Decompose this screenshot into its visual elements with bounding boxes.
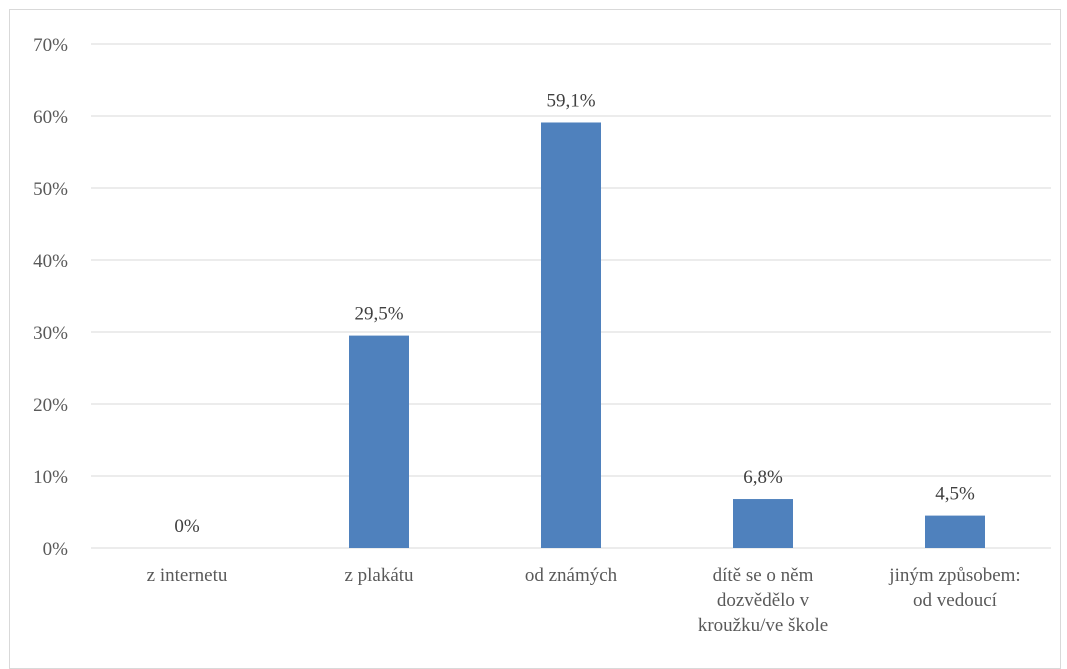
y-tick-label: 30% xyxy=(33,323,68,344)
bar xyxy=(541,122,601,548)
chart: 0% 10% 20% 30% 40% 50% 60% 70% 0% z internetu 29,5… xyxy=(9,9,1061,669)
data-label: 59,1% xyxy=(546,90,595,111)
x-tick-label: od vedoucí xyxy=(913,590,998,611)
data-label: 4,5% xyxy=(935,484,975,505)
bar xyxy=(349,335,409,548)
data-label: 29,5% xyxy=(354,304,403,325)
data-label: 0% xyxy=(174,516,200,537)
x-tick-label: z internetu xyxy=(147,565,228,586)
x-tick-label: dozvědělo v xyxy=(717,590,810,611)
bar xyxy=(925,515,985,548)
x-tick-label: jiným způsobem: xyxy=(888,565,1020,586)
y-tick-label: 50% xyxy=(33,179,68,200)
bar-chart: 0% 10% 20% 30% 40% 50% 60% 70% 0% z internetu 29,5… xyxy=(33,35,1051,636)
y-tick-label: 40% xyxy=(33,251,68,272)
y-tick-label: 60% xyxy=(33,107,68,128)
x-tick-label: od známých xyxy=(525,565,618,586)
y-tick-label: 0% xyxy=(43,539,69,560)
x-tick-label: kroužku/ve škole xyxy=(698,615,828,636)
x-tick-label: z plakátu xyxy=(344,565,414,586)
x-tick-label: dítě se o něm xyxy=(713,565,814,586)
bar xyxy=(733,499,793,548)
data-label: 6,8% xyxy=(743,467,783,488)
y-tick-label: 20% xyxy=(33,395,68,416)
y-tick-label: 70% xyxy=(33,35,68,56)
y-tick-label: 10% xyxy=(33,467,68,488)
